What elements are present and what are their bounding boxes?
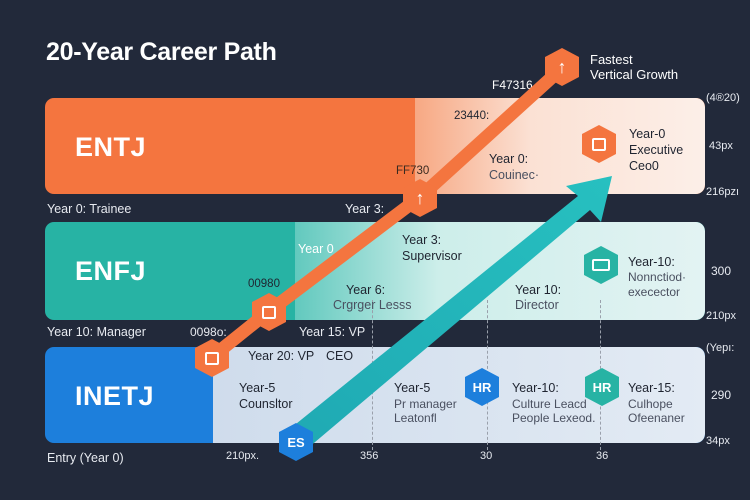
callout-line-2: Vertical Growth (590, 67, 679, 82)
axis-label-c: 30 (480, 450, 493, 462)
axis-label-a: 210px. (226, 450, 260, 462)
entj-exec-3: Ceo0 (629, 159, 659, 173)
band-entj-light (415, 98, 705, 194)
device-icon (582, 245, 620, 285)
arrow-up-icon: ↑ (543, 47, 581, 87)
inetj-year5-mid-3: Leatonfl (394, 411, 437, 425)
briefcase-icon (250, 292, 288, 332)
inetj-year5: Year-5 (239, 381, 276, 395)
entj-year0: Year 0: (489, 152, 529, 166)
inetj-year10-2: Culture Leacd (512, 397, 587, 411)
row-label-inetj: Entry (Year 0) (47, 451, 124, 465)
inetj-year5-role: Counsltor (239, 397, 293, 411)
entj-year3: Year 3: (345, 202, 385, 216)
entj-exec-1: Year-0 (629, 127, 666, 141)
enfj-year10: Year 10: (515, 283, 562, 297)
callout-line-1: Fastest (590, 52, 633, 67)
entj-edge-mid: 43px (709, 140, 733, 152)
inetj-year15-2: Culhope (628, 397, 673, 411)
enfj-year3-role: Supervisor (402, 249, 462, 263)
briefcase-icon (580, 124, 618, 164)
page-title: 20-Year Career Path (46, 38, 277, 66)
enfj-year10-right-2: Nonnctiod· (628, 270, 687, 284)
band-inetj-name: INETJ (75, 381, 155, 411)
inetj-year20: Year 20: VP (248, 349, 315, 363)
hr-badge-text: HR (472, 379, 492, 395)
hr-badge-icon: HR (463, 367, 501, 407)
entj-year0-role: Couinec· (489, 168, 540, 182)
enfj-year10-right-3: execector (628, 285, 681, 299)
row-label-enfj: Year 10: Manager (47, 325, 146, 339)
teal-growth-arrow (286, 176, 612, 448)
entj-edge-top: (4®20) (706, 92, 740, 104)
entj-code-b: 23440: (454, 110, 490, 122)
arrow-up-icon: ↑ (401, 178, 439, 218)
es-badge-icon: ES (277, 422, 315, 462)
inetj-year15: Year-15: (628, 381, 675, 395)
entj-edge-bot: 216pzı (706, 186, 740, 198)
enfj-edge-top: 300 (711, 264, 732, 278)
inetj-year10-3: People Lexeod. (512, 411, 596, 425)
inetj-edge-bot: 34px (706, 435, 730, 447)
axis-label-b: 356 (360, 450, 379, 462)
enfj-edge-bot: 210px (706, 310, 736, 322)
inetj-year15-3: Ofeenaner (628, 411, 685, 425)
inetj-edge-top: (Yepı: (706, 342, 735, 354)
band-enfj-name: ENFJ (75, 256, 147, 286)
inetj-edge-mid: 290 (711, 388, 732, 402)
band-entj-name: ENTJ (75, 132, 147, 162)
enfj-year10-role: Director (515, 298, 559, 312)
top-code-a: F47316 (492, 78, 533, 92)
orange-growth-line (205, 63, 567, 364)
hr-badge-text-2: HR (592, 379, 612, 395)
inetj-year15-vp: Year 15: VP (299, 325, 366, 339)
hr-badge-icon: HR (583, 367, 621, 407)
enfj-year10-right: Year-10: (628, 255, 675, 269)
inetj-year5-mid-2: Pr manager (394, 397, 457, 411)
callout-text: Fastest Vertical Growth (590, 52, 678, 82)
es-badge-text: ES (287, 434, 305, 450)
enfj-code: 00980 (248, 278, 280, 290)
entj-exec-2: Executive (629, 143, 684, 157)
inetj-year10: Year-10: (512, 381, 559, 395)
enfj-year0: Year 0 (298, 242, 334, 256)
band-entj: ENTJ (45, 98, 705, 194)
inetj-ceo: CEO (326, 349, 354, 363)
enfj-year6-role: Crgrger Lesss (333, 298, 412, 312)
axis-label-d: 36 (596, 450, 609, 462)
briefcase-icon (193, 338, 231, 378)
entj-code-c: FF730 (396, 165, 430, 177)
enfj-year6: Year 6: (346, 283, 386, 297)
enfj-year3: Year 3: (402, 233, 442, 247)
inetj-code: 0098o: (190, 325, 227, 339)
row-label-entj: Year 0: Trainee (47, 202, 132, 216)
inetj-year5-mid: Year-5 (394, 381, 431, 395)
